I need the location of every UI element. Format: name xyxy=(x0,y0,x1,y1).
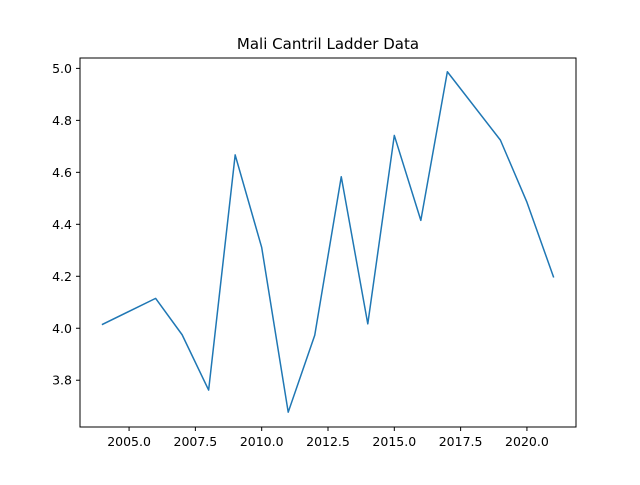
x-tick-label: 2007.5 xyxy=(174,434,218,449)
y-tick-label: 4.6 xyxy=(52,165,72,180)
plot-area xyxy=(102,72,553,413)
chart-title: Mali Cantril Ladder Data xyxy=(237,35,419,53)
series-line xyxy=(103,72,554,412)
x-tick-label: 2020.0 xyxy=(505,434,549,449)
y-tick-label: 4.4 xyxy=(52,217,72,232)
x-axis: 2005.0 2007.5 2010.0 2012.5 2015.0 2017.5 2020… xyxy=(107,427,549,449)
x-tick-label: 2015.0 xyxy=(372,434,416,449)
y-tick-label: 4.2 xyxy=(52,269,72,284)
y-tick-label: 5.0 xyxy=(52,61,72,76)
y-tick-label: 4.0 xyxy=(52,321,72,336)
x-tick-label: 2005.0 xyxy=(107,434,151,449)
x-tick-label: 2012.5 xyxy=(306,434,350,449)
y-tick-label: 4.8 xyxy=(52,113,72,128)
axes-frame xyxy=(80,58,576,427)
y-tick-label: 3.8 xyxy=(52,373,72,388)
x-tick-label: 2010.0 xyxy=(240,434,284,449)
x-tick-label: 2017.5 xyxy=(439,434,483,449)
y-axis: 3.8 4.0 4.2 4.4 4.6 4.8 5.0 xyxy=(52,61,80,388)
